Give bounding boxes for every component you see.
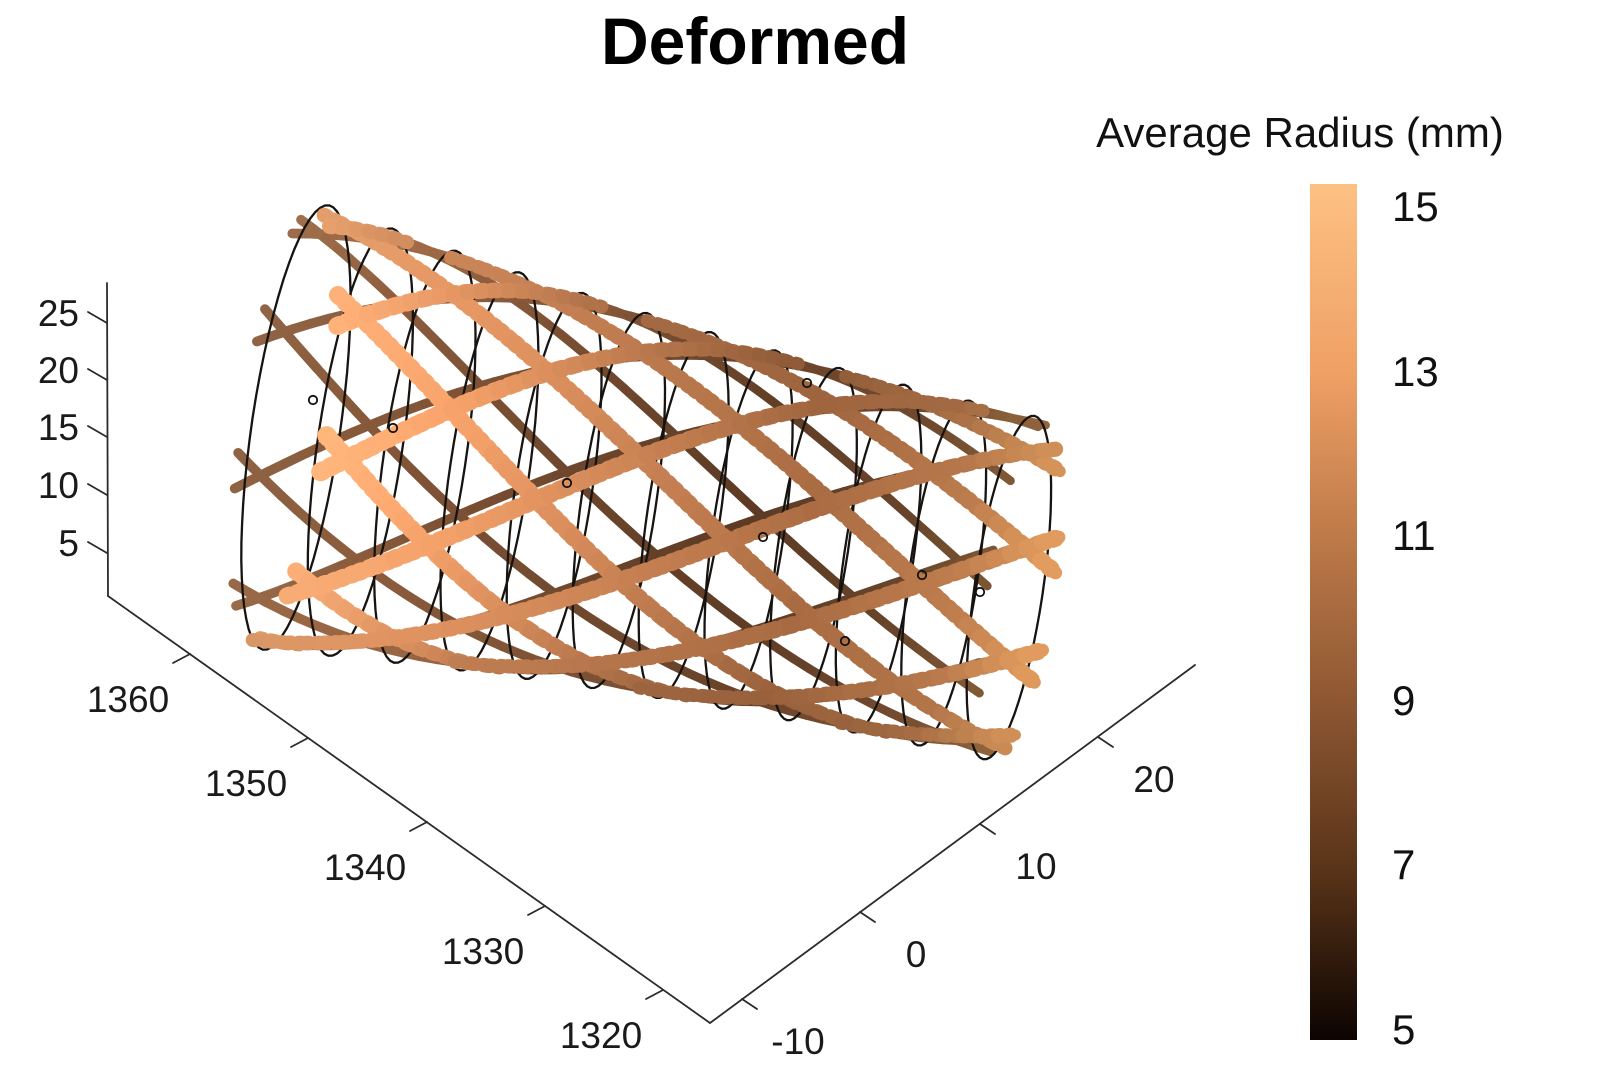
colorbar-label: Average Radius (mm)	[1096, 109, 1504, 156]
z-tick-mark	[87, 425, 108, 438]
node-marker	[839, 635, 851, 647]
colorbar-tick-label: 15	[1392, 183, 1439, 230]
x-tick-mark	[527, 905, 546, 916]
x-tick-label: 1340	[324, 847, 406, 888]
axis-line	[709, 664, 1196, 1024]
axis-line	[106, 282, 109, 597]
z-tick-mark	[87, 368, 108, 381]
colorbar-tick-label: 11	[1392, 512, 1436, 559]
x-tick-mark	[409, 821, 428, 832]
z-tick-label: 5	[58, 523, 79, 564]
colorbar-tick-label: 5	[1392, 1006, 1415, 1053]
y-tick-label: 10	[1015, 846, 1056, 887]
node-marker	[801, 377, 813, 389]
colorbar-tick-label: 13	[1392, 348, 1439, 395]
colorbar-tick-labels: 15 13 11 9 7 5	[1392, 183, 1439, 1053]
colorbar-tick-label: 7	[1392, 841, 1415, 888]
z-tick-label: 10	[38, 465, 79, 506]
z-tick-mark	[87, 311, 108, 324]
z-tick-label: 25	[38, 293, 79, 334]
z-tick-label: 20	[38, 350, 79, 391]
x-tick-label: 1360	[87, 679, 169, 720]
y-tick-label: 0	[906, 934, 927, 975]
node-marker	[307, 394, 319, 406]
z-tick-mark	[87, 541, 108, 554]
node-marker	[757, 531, 769, 543]
x-tick-mark	[290, 737, 309, 748]
colorbar-tick-label: 9	[1392, 677, 1415, 724]
y-tick-mark	[741, 998, 758, 1010]
y-tick-mark	[979, 823, 996, 835]
reference-ring	[965, 414, 1053, 761]
node-marker	[974, 586, 986, 598]
plot-title: Deformed	[600, 4, 910, 78]
node-markers	[307, 377, 986, 647]
axis-line	[107, 595, 711, 1024]
axes	[87, 282, 1196, 1024]
y-tick-label: 20	[1133, 759, 1174, 800]
x-tick-label: 1330	[442, 931, 524, 972]
colorbar-gradient	[1310, 184, 1357, 1040]
node-marker	[561, 477, 573, 489]
x-tick-mark	[645, 989, 664, 1000]
y-tick-mark	[1097, 736, 1114, 748]
y-tick-mark	[859, 911, 876, 923]
reference-ring	[769, 366, 858, 722]
axis-tick-labels: 25 20 15 10 5 1360 1350 1340 1330 1320 -10 0 10 20	[38, 293, 1175, 1062]
stent-mesh-front	[245, 207, 1068, 757]
reference-ring	[571, 311, 667, 690]
reference-ring	[373, 249, 477, 664]
node-marker	[387, 422, 399, 434]
x-tick-mark	[172, 653, 191, 664]
z-tick-mark	[87, 483, 108, 496]
x-tick-label: 1320	[560, 1015, 642, 1056]
x-tick-label: 1350	[205, 763, 287, 804]
z-tick-label: 15	[38, 407, 79, 448]
node-marker	[916, 569, 928, 581]
y-tick-label: -10	[771, 1021, 824, 1062]
